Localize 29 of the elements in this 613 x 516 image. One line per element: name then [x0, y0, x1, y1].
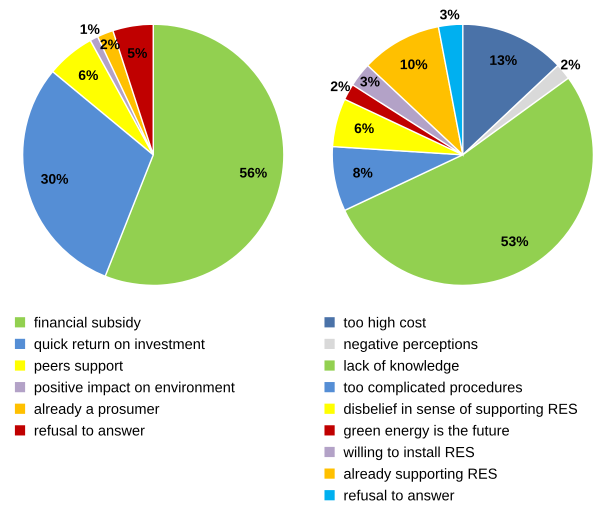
data-label: 6% [354, 123, 374, 134]
legend-label: refusal to answer [34, 424, 145, 436]
data-label: 5% [128, 48, 147, 58]
data-label: 3% [440, 10, 460, 20]
data-label: 56% [240, 168, 267, 178]
legend-label: financial subsidy [34, 316, 141, 330]
legend-label: too high cost [344, 316, 426, 330]
legend-label: quick return on investment [34, 338, 205, 352]
data-label: 8% [353, 168, 372, 178]
legend-label: willing to install RES [343, 446, 474, 460]
legend-label: refusal to answer [344, 490, 454, 500]
data-label: 3% [360, 76, 380, 87]
data-label: 53% [501, 236, 528, 246]
data-label: 30% [41, 174, 68, 184]
legend-label: negative perceptions [344, 338, 478, 352]
data-label: 13% [490, 55, 517, 66]
legend-label: lack of knowledge [344, 360, 459, 374]
legend-label: disbelief in sense of supporting RES [344, 403, 578, 417]
legend-label: green energy is the future [344, 424, 509, 438]
data-label: 2% [330, 81, 350, 92]
data-label: 1% [80, 24, 100, 34]
data-label: 10% [400, 59, 428, 70]
legend-label: already supporting RES [344, 468, 497, 482]
legend-label: positive impact on environment [34, 382, 235, 396]
legend-label: peers support [34, 361, 123, 374]
data-label: 6% [78, 70, 98, 80]
legend-label: already a prosumer [34, 403, 160, 417]
legend-label: too complicated procedures [344, 382, 522, 396]
data-label: 2% [560, 60, 580, 70]
